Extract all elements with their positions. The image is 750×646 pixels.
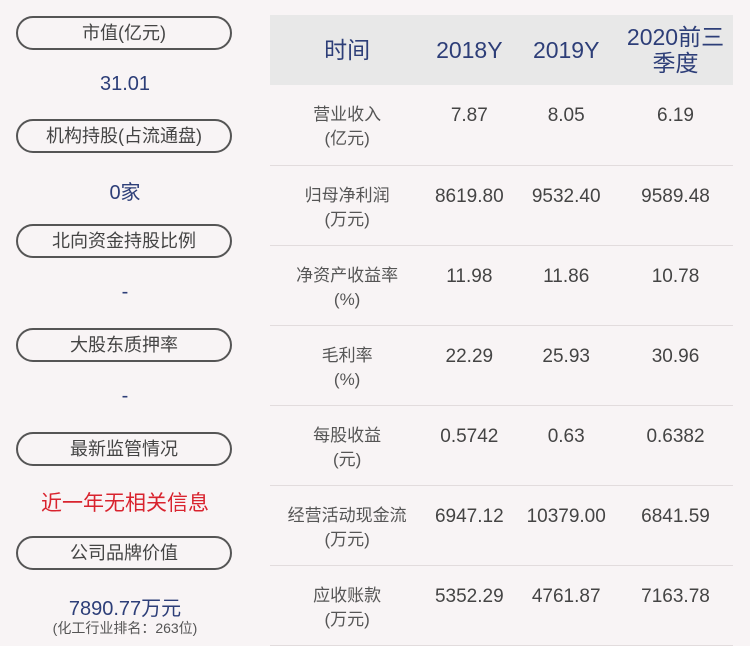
- table-row: 归母净利润 (万元) 8619.80 9532.40 9589.48: [270, 165, 733, 246]
- cell-value: 11.98: [424, 245, 515, 326]
- row-unit: (%): [333, 369, 361, 389]
- table-row: 应收账款 (万元) 5352.29 4761.87 7163.78: [270, 565, 733, 646]
- row-label: 经营活动现金流 (万元): [270, 485, 425, 566]
- cell-value: 6947.12: [424, 485, 515, 566]
- cell-value: 30.96: [618, 325, 733, 406]
- table-header: 时间 2018Y 2019Y 2020前三季度: [270, 15, 733, 85]
- metric-value: 近一年无相关信息: [41, 492, 209, 515]
- cell-value: 9589.48: [618, 165, 733, 246]
- metric-value: 7890.77万元: [68, 598, 182, 620]
- metric-label: 大股东质押率: [16, 328, 232, 362]
- table-row: 每股收益 (元) 0.5742 0.63 0.6382: [270, 405, 733, 486]
- row-name: 经营活动现金流: [287, 505, 407, 525]
- cell-value: 5352.29: [424, 565, 515, 646]
- cell-value: 6.19: [618, 85, 733, 166]
- cell-value: 4761.87: [514, 565, 618, 646]
- header-2020q3: 2020前三季度: [618, 15, 733, 85]
- row-unit: (万元): [324, 609, 370, 629]
- cell-value: 9532.40: [514, 165, 618, 246]
- metric-value: 31.01: [99, 73, 151, 95]
- row-unit: (万元): [324, 209, 370, 229]
- row-unit: (亿元): [324, 129, 370, 148]
- table-row: 营业收入 (亿元) 7.87 8.05 6.19: [270, 85, 733, 166]
- row-label: 营业收入 (亿元): [270, 85, 425, 166]
- metric-label: 公司品牌价值: [16, 536, 232, 570]
- table-row: 毛利率 (%) 22.29 25.93 30.96: [270, 325, 733, 406]
- row-name: 应收账款: [313, 585, 382, 605]
- row-name: 归母净利润: [304, 185, 390, 205]
- cell-value: 7.87: [424, 85, 515, 166]
- header-2018: 2018Y: [424, 15, 515, 85]
- cell-value: 22.29: [424, 325, 515, 406]
- metric-label: 机构持股(占流通盘): [16, 119, 232, 153]
- cell-value: 11.86: [514, 245, 618, 326]
- cell-value: 0.6382: [618, 405, 733, 486]
- table-row: 净资产收益率 (%) 11.98 11.86 10.78: [270, 245, 733, 326]
- financial-table: 时间 2018Y 2019Y 2020前三季度 营业收入 (亿元) 7.87 8.05…: [270, 15, 733, 646]
- cell-value: 8619.80: [424, 165, 515, 246]
- row-unit: (%): [333, 289, 361, 309]
- row-name: 毛利率: [321, 345, 373, 365]
- header-2019: 2019Y: [514, 15, 618, 85]
- row-unit: (元): [332, 449, 362, 469]
- row-name: 净资产收益率: [296, 265, 399, 285]
- metric-label: 市值(亿元): [16, 16, 232, 50]
- row-label: 毛利率 (%): [270, 325, 425, 406]
- header-time: 时间: [270, 15, 425, 85]
- brand-rank-note: (化工行业排名：263位): [52, 620, 198, 636]
- row-label: 每股收益 (元): [270, 405, 425, 486]
- row-label: 净资产收益率 (%): [270, 245, 425, 326]
- cell-value: 10.78: [618, 245, 733, 326]
- metric-value: -: [121, 385, 129, 407]
- cell-value: 6841.59: [618, 485, 733, 566]
- row-unit: (万元): [324, 529, 370, 549]
- cell-value: 0.5742: [424, 405, 515, 486]
- metric-label: 最新监管情况: [16, 432, 232, 466]
- row-name: 营业收入: [313, 105, 382, 124]
- metric-value: -: [121, 281, 129, 303]
- cell-value: 0.63: [514, 405, 618, 486]
- row-label: 归母净利润 (万元): [270, 165, 425, 246]
- row-label: 应收账款 (万元): [270, 565, 425, 646]
- metric-value: 0家: [109, 182, 141, 204]
- metric-label: 北向资金持股比例: [16, 224, 232, 258]
- cell-value: 25.93: [514, 325, 618, 406]
- table-row: 经营活动现金流 (万元) 6947.12 10379.00 6841.59: [270, 485, 733, 566]
- cell-value: 10379.00: [514, 485, 618, 566]
- row-name: 每股收益: [313, 425, 382, 445]
- cell-value: 8.05: [514, 85, 618, 166]
- cell-value: 7163.78: [618, 565, 733, 646]
